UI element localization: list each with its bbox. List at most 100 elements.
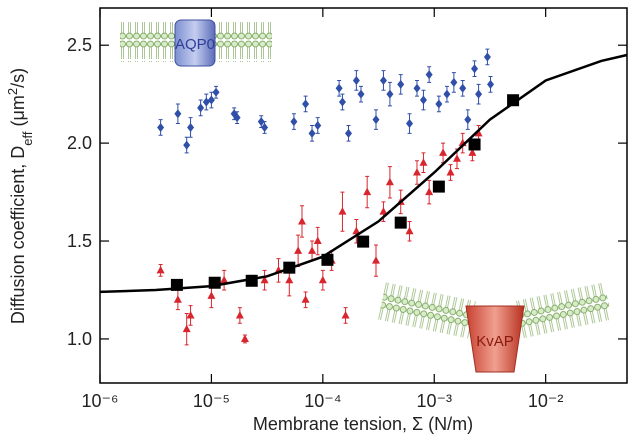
diamond-point [352,75,360,85]
diamond-point [308,128,316,138]
y-axis-label-part: /s) [8,68,28,88]
diamond-point [174,109,182,119]
diamond-point [212,87,220,97]
diamond-point [397,79,405,89]
y-tick-label: 2.5 [67,35,92,55]
triangle-point [240,334,249,342]
diamond-point [183,140,191,150]
y-axis-label-part: 2 [5,88,20,95]
diamond-point [157,122,165,132]
diamond-point [290,117,298,127]
square-point [432,180,445,193]
y-axis-label-part: Diffusion coefficient, D [8,146,28,324]
square-point [357,235,370,248]
diamond-point [261,122,269,132]
diamond-point [302,99,310,109]
diamond-point [338,97,346,107]
diamond-point [207,95,215,105]
diamond-point [487,79,495,89]
diamond-point [419,95,427,105]
x-tick-label: 10⁻⁶ [82,391,119,411]
diamond-point [471,64,479,74]
diamond-point [386,89,394,99]
x-axis-label: Membrane tension, Σ (N/m) [253,414,473,434]
x-tick-label: 10⁻³ [416,391,452,411]
diamond-point [372,115,380,125]
triangle-point [452,154,461,162]
plot-frame [99,7,628,384]
protein-label: AQP0 [175,36,215,53]
kvap-illustration: KvAP [377,281,613,373]
diamond-point [345,128,353,138]
membrane [377,281,477,340]
triangle-point [260,275,269,284]
triangle-point [352,226,361,235]
diamond-point [483,52,491,62]
y-tick-label: 1.5 [67,231,92,251]
diamond-point [459,83,467,93]
diamond-point [197,103,205,113]
protein [174,19,216,67]
aqp0-illustration: AQP0 [120,19,272,67]
triangle-point [474,128,483,137]
triangle-point [338,207,347,215]
diamond-point [202,97,210,107]
y-axis-label-part: (μm [8,95,28,131]
triangle-point [379,207,388,215]
triangle-point [297,216,306,225]
triangle-point [308,246,317,254]
diamond-point [464,115,472,125]
square-point [394,216,407,229]
triangle-point [294,246,303,254]
triangle-point [425,187,434,196]
triangle-point [446,167,455,176]
triangle-point [207,291,216,299]
triangle-point [412,167,421,176]
protein-label: KvAP [476,333,514,350]
y-tick-label: 1.0 [67,329,92,349]
diamond-point [443,89,451,99]
diamond-point [475,89,483,99]
square-point [507,94,520,107]
triangle-point [235,310,244,319]
y-axis-label-part: eff [20,131,35,146]
triangle-point [468,148,477,156]
diamond-point [257,117,265,127]
diamond-point [357,89,365,99]
x-tick-label: 10⁻² [528,391,564,411]
diamond-point [435,99,443,109]
diamond-point [413,83,421,93]
triangle-point [419,158,428,166]
diamond-point [314,120,322,130]
triangle-point [385,177,394,186]
diamond-point [450,77,458,87]
fit-curve [99,53,628,294]
x-tick-label: 10⁻⁵ [193,391,230,411]
y-tick-label: 2.0 [67,133,92,153]
triangle-point [182,324,191,333]
membrane [513,281,613,340]
triangle-point [301,295,310,303]
triangle-point [405,226,414,235]
triangle-point [313,236,322,245]
triangle-point [318,275,327,284]
diamond-point [187,122,195,132]
square-point [468,138,481,151]
triangle-point [173,295,182,303]
triangle-point [285,275,294,284]
triangle-point [439,148,448,156]
x-tick-label: 10⁻⁴ [304,391,341,411]
triangle-point [371,256,380,264]
diamond-point [233,113,241,123]
triangle-point [156,265,165,274]
protein [465,305,525,373]
triangle-point [341,310,350,319]
triangle-point [186,310,195,319]
diamond-point [335,83,343,93]
y-axis-label: Diffusion coefficient, Deff (μm2/s) [5,68,35,324]
diamond-point [406,119,414,129]
diamond-point [379,75,387,85]
triangle-point [220,275,229,284]
diamond-point [425,70,433,80]
